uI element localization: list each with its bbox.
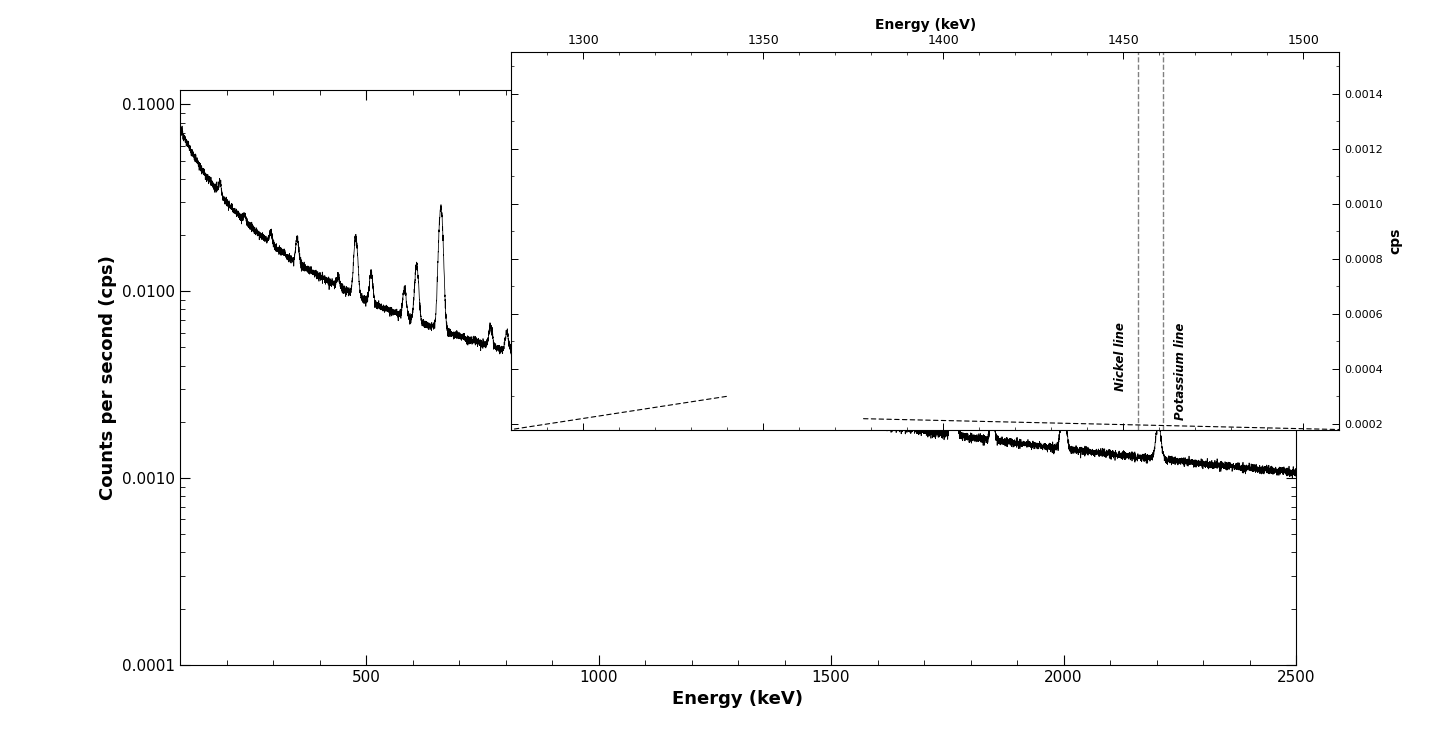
Y-axis label: Counts per second (cps): Counts per second (cps) — [98, 255, 117, 500]
X-axis label: Energy (keV): Energy (keV) — [874, 18, 976, 32]
Y-axis label: cps: cps — [1388, 228, 1403, 254]
Text: Potassium line: Potassium line — [1174, 322, 1187, 420]
Text: Nickel line: Nickel line — [1113, 322, 1128, 391]
X-axis label: Energy (keV): Energy (keV) — [672, 690, 804, 708]
